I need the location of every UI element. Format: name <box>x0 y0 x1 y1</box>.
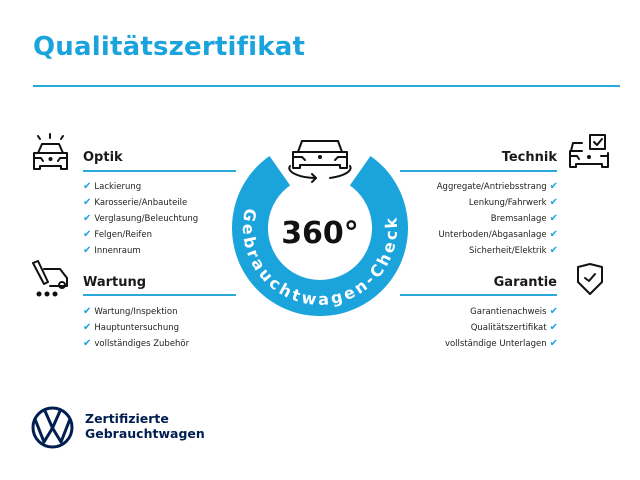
list-item: Aggregate/Antriebsstrang ✔ <box>436 181 558 192</box>
check-icon: ✔ <box>549 197 558 208</box>
car-checklist-icon <box>569 134 609 168</box>
car-rotate-icon <box>288 140 352 183</box>
check-icon: ✔ <box>83 181 92 192</box>
list-item: Qualitätszertifikat ✔ <box>470 322 558 333</box>
section-title-garantie: Garantie <box>493 275 557 290</box>
check-icon: ✔ <box>83 306 92 317</box>
section-divider-optik <box>83 170 236 172</box>
list-item: ✔ Karosserie/Anbauteile <box>83 197 188 208</box>
list-item: ✔ Felgen/Reifen <box>83 229 153 240</box>
list-item: Sicherheit/Elektrik ✔ <box>469 245 558 256</box>
brand-line-1: Zertifizierte <box>85 411 169 426</box>
garantie-list: Garantienachweis ✔ Qualitätszertifikat ✔ v… <box>445 304 558 352</box>
list-item: ✔ Innenraum <box>83 245 141 256</box>
section-title-technik: Technik <box>501 150 557 165</box>
list-item: ✔ Wartung/Inspektion <box>83 306 178 317</box>
technik-list: Aggregate/Antriebsstrang ✔ Lenkung/Fahrwe… <box>437 179 558 259</box>
check-icon: ✔ <box>549 181 558 192</box>
check-icon: ✔ <box>549 213 558 224</box>
check-icon: ✔ <box>83 229 92 240</box>
check-icon: ✔ <box>83 197 92 208</box>
shield-check-icon <box>577 263 603 295</box>
brand-line-2: Gebrauchtwagen <box>85 426 205 441</box>
wartung-list: ✔ Wartung/Inspektion ✔ Hauptuntersuchung ✔… <box>83 304 189 352</box>
check-icon: ✔ <box>549 245 558 256</box>
check-icon: ✔ <box>83 245 92 256</box>
list-item: ✔ Lackierung <box>83 181 142 192</box>
list-item: Lenkung/Fahrwerk ✔ <box>468 197 558 208</box>
list-item: Unterboden/Abgasanlage ✔ <box>438 229 558 240</box>
badge-ring <box>232 155 408 316</box>
list-item: vollständige Unterlagen ✔ <box>444 338 558 349</box>
list-item: ✔ vollständiges Zubehör <box>83 338 190 349</box>
section-title-optik: Optik <box>83 150 123 165</box>
service-tools-icon <box>32 260 68 297</box>
check-icon: ✔ <box>549 229 558 240</box>
list-item: ✔ Hauptuntersuchung <box>83 322 179 333</box>
optik-list: ✔ Lackierung ✔ Karosserie/Anbauteile ✔ Verg… <box>83 179 198 259</box>
check-icon: ✔ <box>549 306 558 317</box>
section-divider-technik <box>400 170 557 172</box>
check-icon: ✔ <box>83 338 92 349</box>
title-divider <box>33 85 620 87</box>
vw-logo <box>31 406 74 449</box>
section-divider-wartung <box>83 294 236 296</box>
check-icon: ✔ <box>83 213 92 224</box>
page-title: Qualitätszertifikat <box>33 32 306 62</box>
check-icon: ✔ <box>549 322 558 333</box>
section-title-wartung: Wartung <box>83 275 147 290</box>
section-divider-garantie <box>400 294 557 296</box>
brand-name: Zertifizierte Gebrauchtwagen <box>85 411 205 441</box>
list-item: ✔ Verglasung/Beleuchtung <box>83 213 199 224</box>
badge-value: 360° <box>281 216 359 251</box>
check-icon: ✔ <box>83 322 92 333</box>
list-item: Bremsanlage ✔ <box>490 213 558 224</box>
list-item: Garantienachweis ✔ <box>470 306 558 317</box>
check-icon: ✔ <box>549 338 558 349</box>
car-lights-icon <box>33 133 68 170</box>
